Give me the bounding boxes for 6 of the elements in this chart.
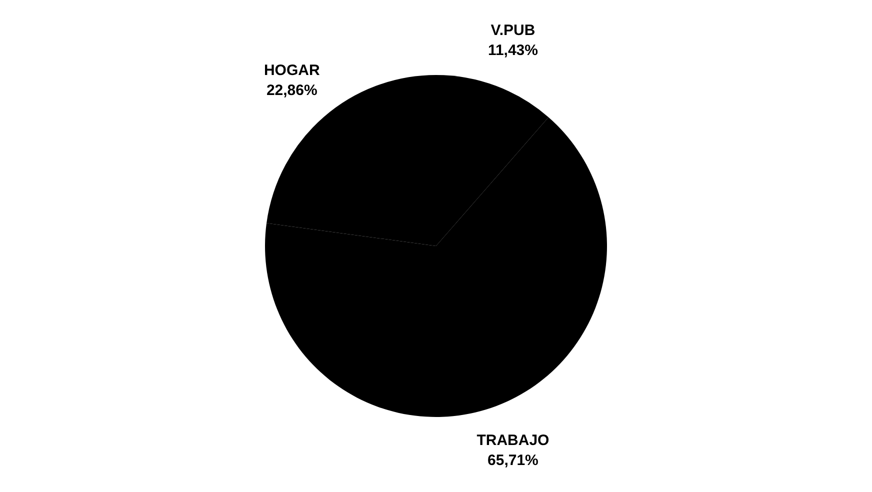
- slice-label: TRABAJO: [476, 432, 550, 450]
- data-label: 22,86%: [266, 82, 318, 100]
- data-label: 11,43%: [488, 42, 538, 60]
- slice-label: HOGAR: [264, 62, 320, 80]
- data-label: 65,71%: [488, 452, 538, 470]
- slice-label: V.PUB: [490, 22, 536, 40]
